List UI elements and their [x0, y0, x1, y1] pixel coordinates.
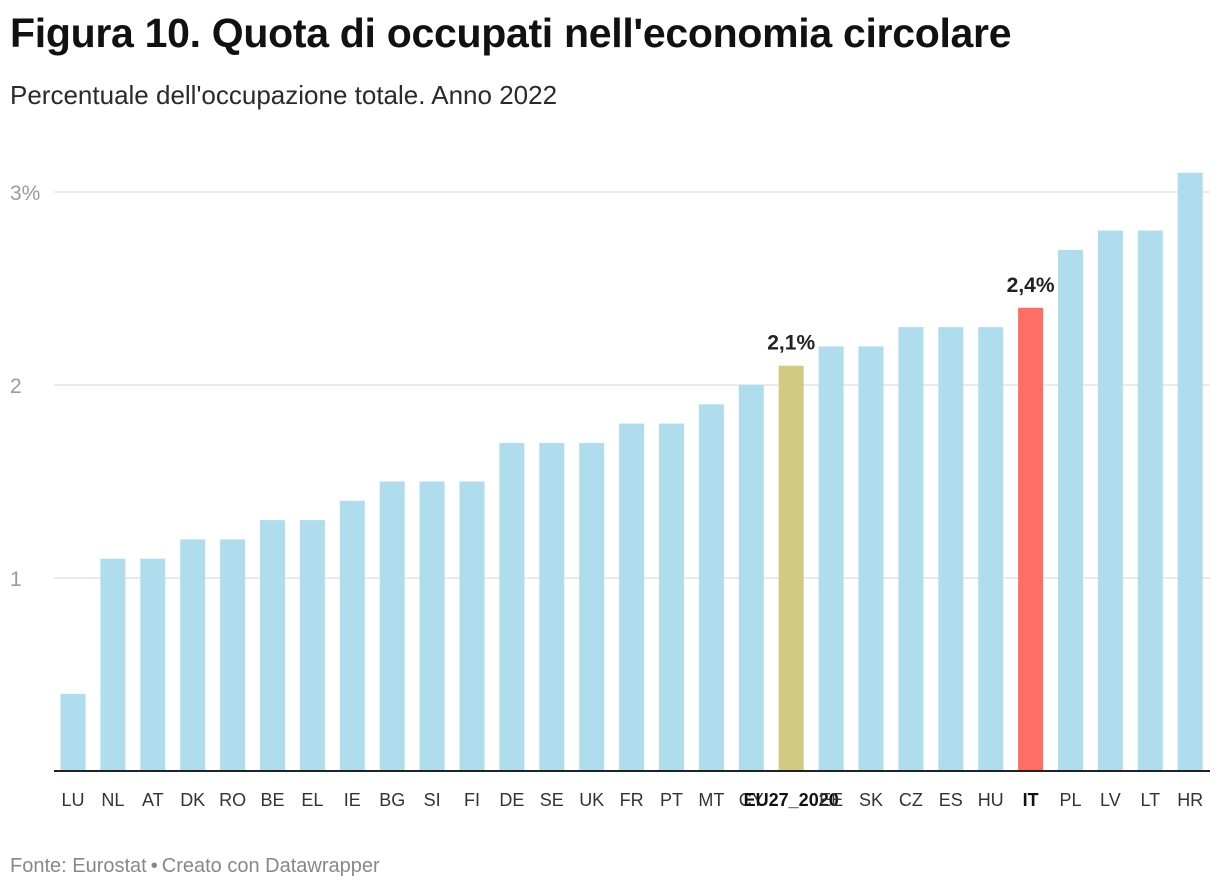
- x-tick-label-ie: IE: [344, 790, 361, 810]
- x-tick-label-at: AT: [142, 790, 164, 810]
- data-label-it: 2,4%: [1007, 274, 1055, 297]
- x-tick-label-be: BE: [260, 790, 284, 810]
- x-tick-label-hr: HR: [1177, 790, 1203, 810]
- bar-el: [299, 520, 325, 771]
- chart-footer: Fonte: Eurostat • Creato con Datawrapper: [10, 855, 380, 878]
- bar-lv: [1097, 230, 1123, 772]
- y-tick-label: 3%: [10, 182, 40, 205]
- bar-fr: [619, 423, 645, 771]
- bar-cz: [898, 327, 924, 771]
- x-tick-label-ee: EE: [819, 790, 843, 810]
- x-tick-label-el: EL: [301, 790, 323, 810]
- bar-eu27_2020: [778, 365, 804, 771]
- bar-sk: [858, 346, 884, 771]
- bar-de: [499, 442, 525, 771]
- bar-si: [419, 481, 445, 771]
- x-tick-label-nl: NL: [101, 790, 124, 810]
- bar-lt: [1137, 230, 1163, 772]
- x-tick-label-lv: LV: [1100, 790, 1121, 810]
- bar-lu: [60, 693, 86, 771]
- x-tick-label-sk: SK: [859, 790, 883, 810]
- bar-uk: [579, 442, 605, 771]
- category-labels: LU NL AT DK RO BE EL IE BG SI FI DE SE UK FR PT MT CYEU27…: [61, 790, 1203, 810]
- bar-ie: [339, 500, 365, 771]
- x-tick-label-pt: PT: [660, 790, 683, 810]
- x-tick-label-it: IT: [1023, 790, 1039, 810]
- chart-subtitle: Percentuale dell'occupazione totale. Ann…: [10, 80, 558, 110]
- x-tick-label-se: SE: [540, 790, 564, 810]
- source-text: Fonte: Eurostat: [10, 855, 147, 877]
- x-tick-label-fr: FR: [620, 790, 644, 810]
- bar-es: [938, 327, 964, 771]
- bar-pt: [659, 423, 684, 771]
- bars: [60, 172, 1203, 772]
- bar-at: [140, 558, 166, 771]
- x-tick-label-dk: DK: [180, 790, 205, 810]
- x-tick-label-cy: CY: [739, 790, 764, 810]
- bar-cy: [738, 385, 764, 771]
- x-tick-label-de: DE: [499, 790, 524, 810]
- bar-bg: [379, 481, 405, 771]
- x-tick-label-fi: FI: [464, 790, 480, 810]
- x-tick-label-hu: HU: [978, 790, 1004, 810]
- x-tick-label-bg: BG: [379, 790, 405, 810]
- data-labels: 2,1% 2,4%: [767, 274, 1055, 355]
- chart-title: Figura 10. Quota di occupati nell'econom…: [10, 10, 1012, 56]
- credit-text: Creato con Datawrapper: [161, 855, 380, 877]
- bar-mt: [698, 404, 724, 771]
- bar-hu: [978, 327, 1004, 771]
- x-tick-label-es: ES: [939, 790, 963, 810]
- x-tick-label-si: SI: [424, 790, 441, 810]
- x-tick-label-cz: CZ: [899, 790, 923, 810]
- bar-hr: [1177, 172, 1203, 771]
- bar-pl: [1058, 249, 1083, 771]
- x-tick-label-lu: LU: [61, 790, 84, 810]
- bar-be: [260, 520, 285, 771]
- x-tick-label-pl: PL: [1059, 790, 1081, 810]
- bar-ee: [818, 346, 844, 771]
- y-tick-label: 1: [10, 568, 22, 591]
- x-tick-label-eu27_2020: EU27_2020: [744, 790, 839, 810]
- x-tick-label-lt: LT: [1140, 790, 1160, 810]
- x-tick-label-ro: RO: [219, 790, 246, 810]
- bar-ro: [220, 539, 246, 771]
- bar-it: [1018, 307, 1044, 771]
- bar-se: [539, 442, 565, 771]
- x-tick-label-mt: MT: [698, 790, 724, 810]
- bar-dk: [180, 539, 206, 771]
- bar-nl: [100, 558, 126, 771]
- footer-separator: •: [150, 855, 158, 877]
- data-label-eu27_2020: 2,1%: [767, 332, 815, 355]
- bar-fi: [459, 481, 485, 771]
- x-tick-label-uk: UK: [579, 790, 604, 810]
- y-tick-label: 2: [10, 375, 22, 398]
